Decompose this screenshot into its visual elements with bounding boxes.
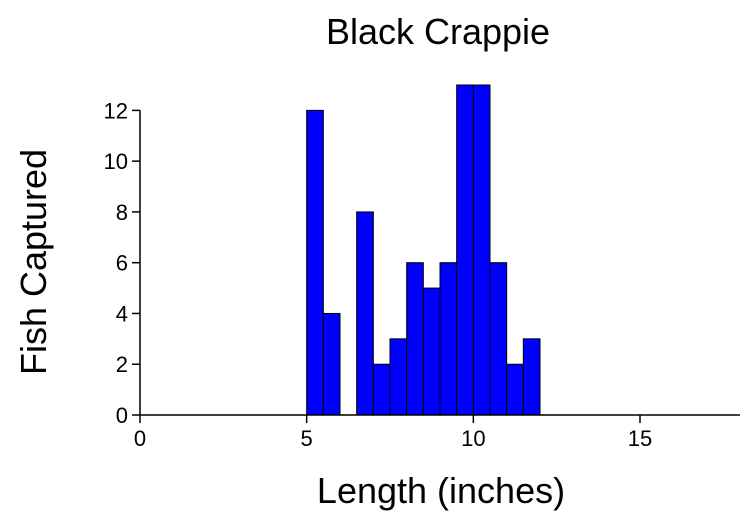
x-tick-label: 0 <box>134 426 146 451</box>
histogram-bar <box>322 312 341 416</box>
histogram-bar <box>422 287 441 416</box>
x-tick-label: 10 <box>461 426 485 451</box>
x-ticks-group: 0 5 10 15 <box>134 415 652 451</box>
histogram-bar <box>472 84 491 416</box>
x-tick-label: 15 <box>628 426 652 451</box>
chart-title: Black Crappie <box>326 11 550 52</box>
y-tick-label: 6 <box>116 251 128 276</box>
histogram-bar <box>522 338 541 416</box>
y-tick-label: 10 <box>104 149 128 174</box>
histogram-bar <box>456 84 474 416</box>
x-axis-label: Length (inches) <box>317 470 565 511</box>
histogram-bar <box>389 338 408 416</box>
y-tick-label: 2 <box>116 352 128 377</box>
y-tick-label: 4 <box>116 301 128 326</box>
histogram-bar <box>439 262 458 416</box>
y-ticks-group: 0 2 4 6 8 10 12 <box>104 98 140 428</box>
histogram-bar <box>306 109 324 416</box>
histogram-bar <box>506 363 524 416</box>
histogram-bar <box>356 211 374 416</box>
bars-group <box>306 84 541 416</box>
y-tick-label: 0 <box>116 403 128 428</box>
x-tick-label: 5 <box>301 426 313 451</box>
y-tick-label: 8 <box>116 200 128 225</box>
y-axis-label: Fish Captured <box>13 149 54 375</box>
histogram-bar <box>406 262 424 416</box>
histogram-bar <box>489 262 508 416</box>
histogram-bar <box>372 363 391 416</box>
y-tick-label: 12 <box>104 98 128 123</box>
